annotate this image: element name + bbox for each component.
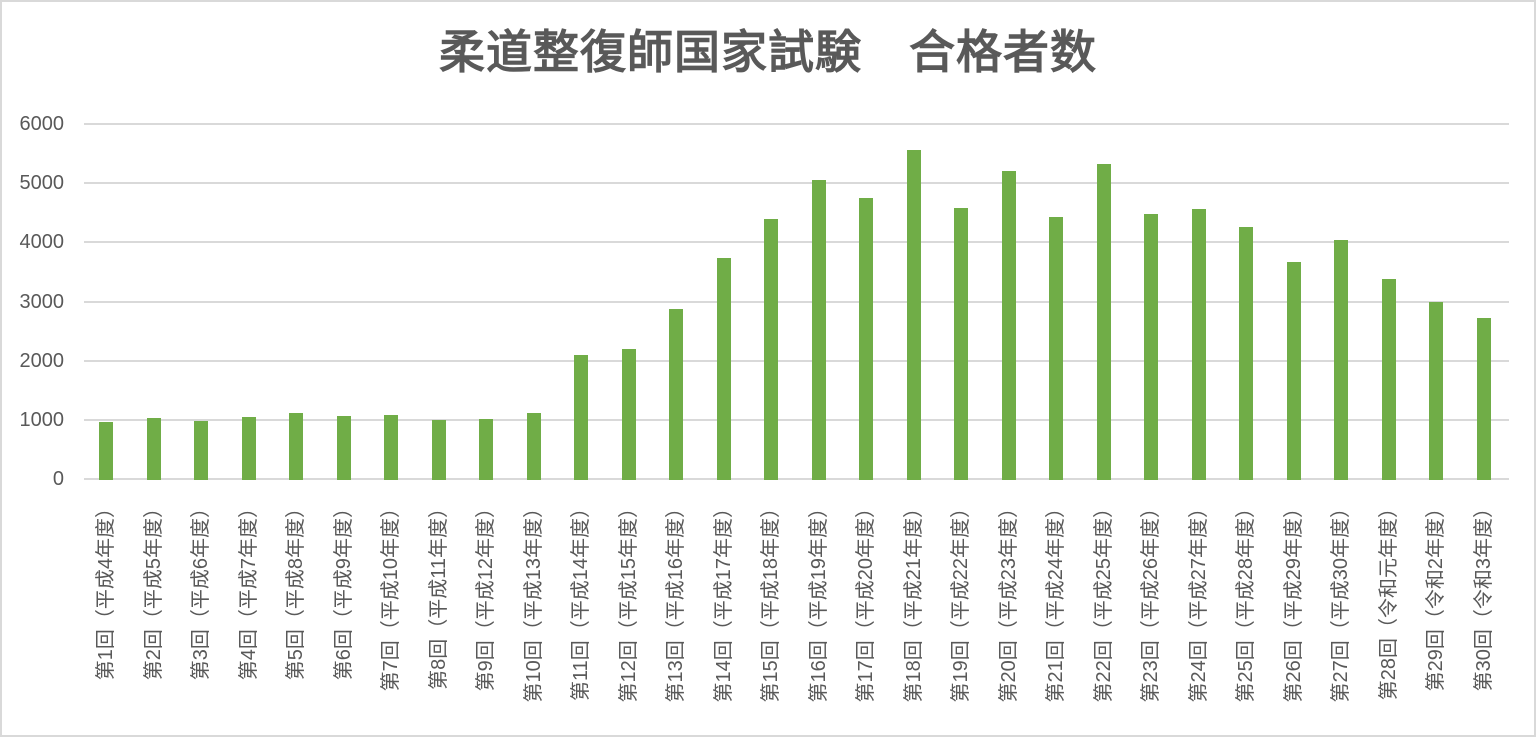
bar <box>194 421 209 480</box>
bar <box>1001 170 1016 480</box>
x-axis-tick-label: 第1回（平成4年度） <box>95 498 118 681</box>
bar <box>241 416 256 480</box>
x-axis-tick-label: 第6回（平成9年度） <box>332 498 355 681</box>
x-axis-tick-label: 第30回（令和3年度） <box>1472 498 1495 692</box>
gridline <box>84 359 1509 362</box>
gridline <box>84 182 1509 185</box>
bar <box>1476 317 1491 480</box>
bar <box>1286 261 1301 480</box>
y-axis-tick-label: 5000 <box>19 172 65 195</box>
x-axis-tick-label: 第2回（平成5年度） <box>142 498 165 681</box>
y-axis-tick-label: 6000 <box>19 113 65 135</box>
x-axis-tick-label: 第28回（令和元年度） <box>1377 498 1400 701</box>
x-axis-tick-label: 第18回（平成21年度） <box>902 498 925 703</box>
x-axis-tick-label: 第13回（平成16年度） <box>665 498 688 703</box>
x-axis-tick-label: 第27回（平成30年度） <box>1330 498 1353 703</box>
bar <box>669 308 684 480</box>
chart-title: 柔道整復師国家試験 合格者数 <box>439 26 1097 78</box>
gridline <box>84 418 1509 421</box>
gridline <box>84 300 1509 303</box>
bar <box>384 414 399 480</box>
x-axis-tick-label: 第11回（平成14年度） <box>570 498 593 702</box>
bar <box>1239 227 1254 480</box>
bar <box>1334 240 1349 480</box>
x-axis-tick-label: 第14回（平成17年度） <box>712 498 735 703</box>
bar <box>479 418 494 480</box>
x-axis-tick-label: 第25回（平成28年度） <box>1235 498 1258 703</box>
bar <box>764 218 779 480</box>
x-axis-tick-label: 第19回（平成22年度） <box>950 498 973 703</box>
bar <box>1144 213 1159 480</box>
x-axis-tick-label: 第4回（平成7年度） <box>237 498 260 681</box>
y-axis-tick-label: 2000 <box>19 349 65 372</box>
gridline <box>84 478 1509 480</box>
y-axis-tick-label: 1000 <box>19 408 65 431</box>
bar <box>1381 278 1396 480</box>
x-axis-tick-label: 第3回（平成6年度） <box>190 498 213 681</box>
bar <box>526 412 541 480</box>
bar <box>1429 301 1444 480</box>
bar <box>289 412 304 480</box>
x-axis-tick-label: 第12回（平成15年度） <box>617 498 640 703</box>
bar <box>146 417 161 480</box>
bar <box>574 354 589 480</box>
y-axis-tick-label: 0 <box>52 468 64 490</box>
bar <box>431 419 446 480</box>
y-axis-tick-label: 3000 <box>19 290 65 313</box>
bar <box>716 258 731 480</box>
bar <box>1096 163 1111 480</box>
x-axis-tick-label: 第23回（平成26年度） <box>1140 498 1163 703</box>
x-axis-tick-label: 第17回（平成20年度） <box>855 498 878 703</box>
x-axis-tick-label: 第9回（平成12年度） <box>475 498 498 692</box>
x-axis-tick-label: 第10回（平成13年度） <box>522 498 545 703</box>
bar <box>954 208 969 480</box>
x-axis-tick-label: 第5回（平成8年度） <box>285 498 308 681</box>
bar <box>1049 217 1064 480</box>
x-axis-tick-label: 第16回（平成19年度） <box>807 498 830 703</box>
bar <box>1191 208 1206 480</box>
bar <box>906 150 921 480</box>
x-axis-tick-label: 第20回（平成23年度） <box>997 498 1020 703</box>
bar <box>621 349 636 480</box>
gridline <box>84 123 1509 125</box>
bar <box>336 416 351 480</box>
bar <box>859 198 874 480</box>
x-axis-tick-label: 第22回（平成25年度） <box>1092 498 1115 703</box>
x-axis-tick-label: 第29回（令和2年度） <box>1425 498 1448 692</box>
bar <box>99 422 114 480</box>
x-axis-tick-label: 第21回（平成24年度） <box>1045 498 1068 703</box>
x-axis-tick-label: 第7回（平成10年度） <box>380 498 403 692</box>
x-axis-tick-label: 第24回（平成27年度） <box>1187 498 1210 703</box>
gridline <box>84 241 1509 244</box>
x-axis-tick-label: 第26回（平成29年度） <box>1282 498 1305 703</box>
x-axis-tick-label: 第15回（平成18年度） <box>760 498 783 703</box>
x-axis-tick-label: 第8回（平成11年度） <box>427 498 450 690</box>
y-axis-tick-label: 4000 <box>19 231 65 254</box>
bar <box>811 180 826 480</box>
